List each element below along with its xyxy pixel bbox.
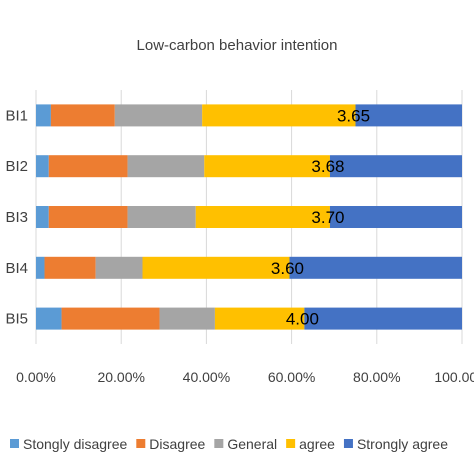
category-labels: BI1 BI2 BI3 BI4 BI5 <box>5 107 28 327</box>
x-tick-label: 0.00% <box>16 369 56 385</box>
legend-entry: agree <box>299 436 335 452</box>
x-tick-label: 60.00% <box>268 369 315 385</box>
bar-segment-agree <box>214 307 305 330</box>
bar-segment-stongly-disagree <box>36 307 62 330</box>
bar-segment-disagree <box>48 155 128 178</box>
category-label: BI4 <box>5 260 28 277</box>
chart-title: Low-carbon behavior intention <box>137 37 338 54</box>
data-label: 4.00 <box>286 310 319 329</box>
bar-segment-agree <box>202 104 356 127</box>
legend: Stongly disagree Disagree General agree Stro… <box>10 436 448 452</box>
legend-swatch <box>136 439 146 448</box>
bar-segment-general <box>95 256 143 279</box>
bar-segment-strongly-agree <box>355 104 462 127</box>
x-tick-labels: 0.00% 20.00% 40.00% 60.00% 80.00% 100.00% <box>16 369 474 385</box>
legend-swatch <box>10 439 19 448</box>
data-labels: 3.65 3.68 3.70 3.60 4.00 <box>271 106 370 328</box>
legend-entry: Stongly disagree <box>23 436 128 452</box>
data-label: 3.60 <box>271 259 304 278</box>
bar-segment-general <box>159 307 215 330</box>
category-label: BI2 <box>5 158 28 175</box>
category-label: BI5 <box>5 311 28 328</box>
x-tick-label: 80.00% <box>353 369 400 385</box>
data-label: 3.65 <box>337 106 370 125</box>
legend-swatch <box>286 439 296 448</box>
bar-segment-stongly-disagree <box>36 206 49 228</box>
bar-segments <box>36 104 462 330</box>
bar-segment-disagree <box>44 256 96 279</box>
data-label: 3.70 <box>311 208 344 227</box>
legend-swatch <box>343 439 353 448</box>
x-tick-label: 40.00% <box>183 369 230 385</box>
bar-segment-disagree <box>50 104 115 127</box>
bar-segment-general <box>114 104 203 127</box>
bar-segment-strongly-agree <box>304 307 462 330</box>
bar-segment-agree <box>142 256 290 279</box>
bar-segment-stongly-disagree <box>36 155 49 178</box>
bar-segment-stongly-disagree <box>36 256 45 279</box>
legend-swatch <box>214 439 224 448</box>
data-label: 3.68 <box>311 157 344 176</box>
bar-segment-stongly-disagree <box>36 104 51 127</box>
legend-entry: General <box>227 436 277 452</box>
bar-segment-strongly-agree <box>289 256 462 279</box>
bar-segment-general <box>127 155 205 178</box>
x-tick-label: 100.00% <box>434 369 474 385</box>
x-tick-label: 20.00% <box>97 369 144 385</box>
bar-segment-agree <box>204 155 330 178</box>
legend-entry: Strongly agree <box>357 436 448 452</box>
legend-entry: Disagree <box>149 436 205 452</box>
category-label: BI3 <box>5 209 28 226</box>
bar-segment-general <box>127 206 196 228</box>
category-label: BI1 <box>5 107 28 124</box>
bar-segment-disagree <box>48 206 128 228</box>
bar-segment-strongly-agree <box>329 206 462 228</box>
bar-segment-strongly-agree <box>329 155 462 178</box>
bar-segment-agree <box>195 206 330 228</box>
bar-segment-disagree <box>61 307 160 330</box>
